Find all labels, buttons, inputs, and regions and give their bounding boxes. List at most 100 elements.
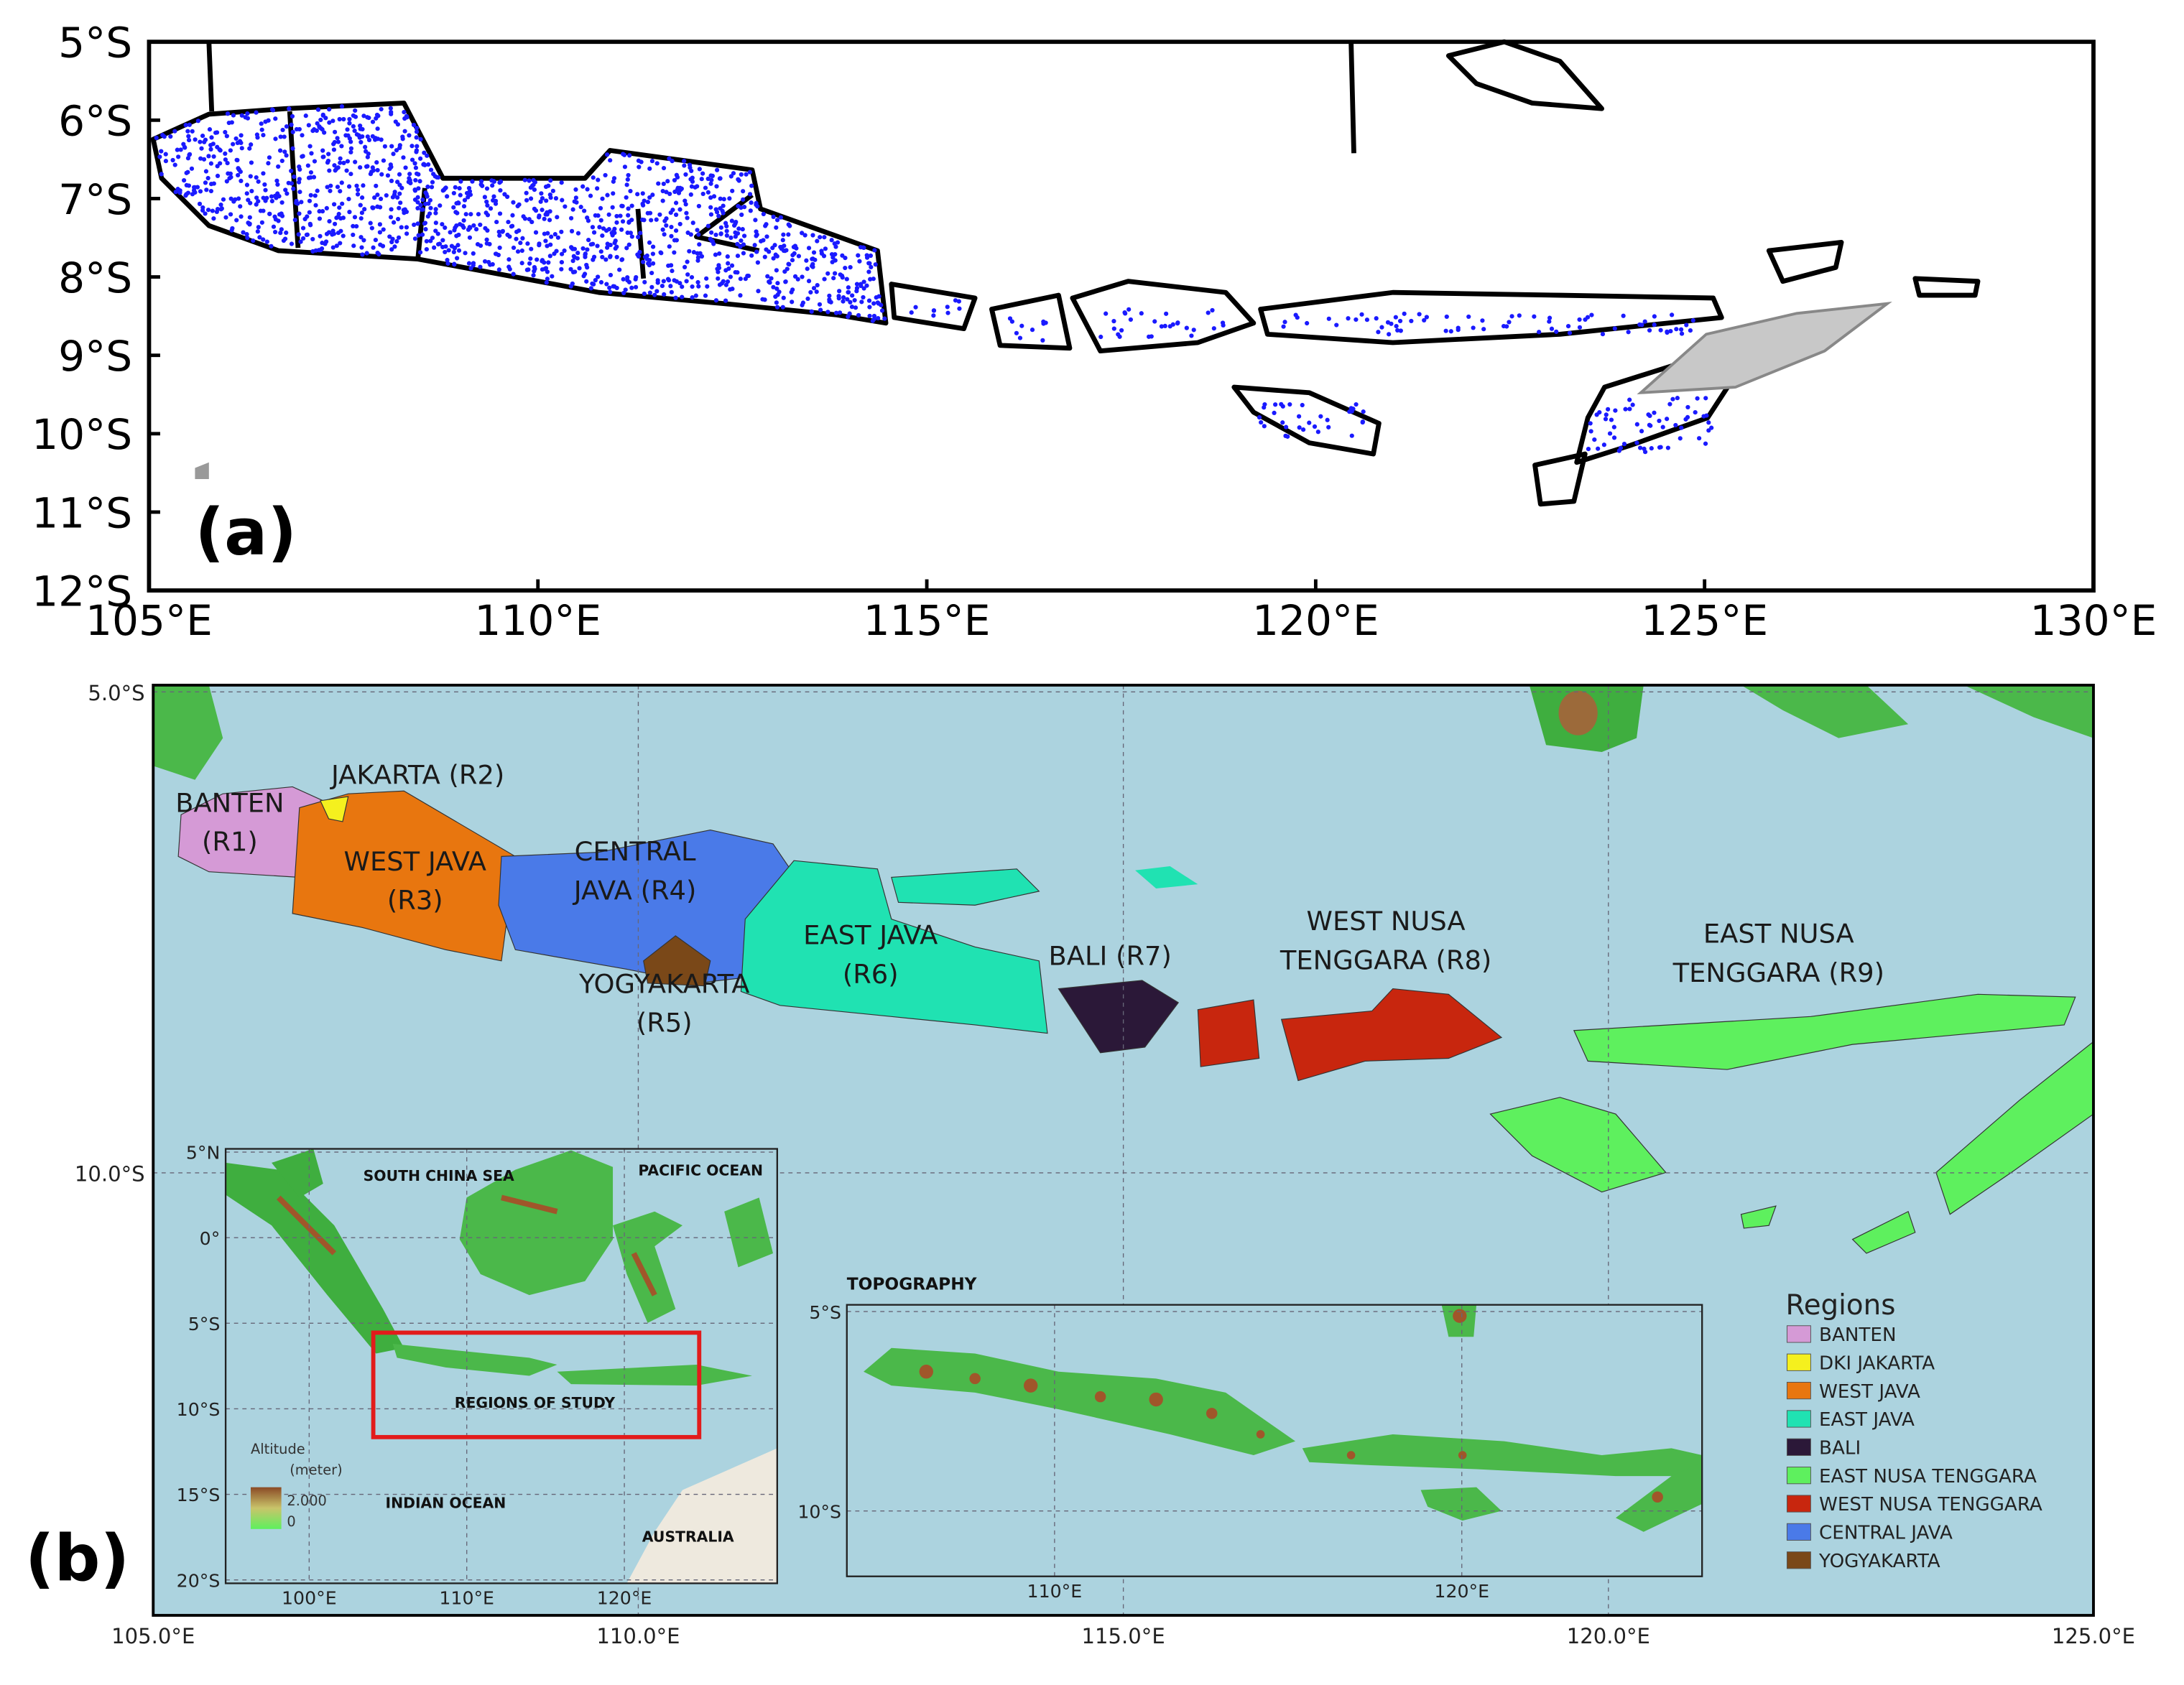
- sumatra: [153, 684, 223, 780]
- station: [345, 159, 351, 164]
- station: [395, 180, 400, 185]
- station: [239, 113, 244, 118]
- station: [491, 194, 496, 199]
- station: [228, 212, 233, 217]
- station: [291, 186, 296, 191]
- station: [195, 119, 200, 124]
- station: [466, 261, 472, 266]
- station: [528, 185, 533, 190]
- station: [1211, 326, 1216, 331]
- station: [1652, 322, 1657, 328]
- station: [275, 191, 280, 196]
- station: [1162, 323, 1167, 329]
- station: [739, 172, 744, 177]
- station: [559, 260, 565, 265]
- station: [278, 231, 283, 236]
- station: [332, 163, 337, 168]
- region-label: EAST NUSA: [1703, 919, 1854, 950]
- station: [358, 215, 364, 221]
- station: [533, 208, 539, 213]
- station: [804, 258, 809, 263]
- station: [1673, 422, 1678, 428]
- station: [308, 192, 313, 198]
- station: [1273, 402, 1278, 407]
- station: [676, 190, 682, 195]
- station: [1596, 446, 1601, 451]
- station: [519, 248, 524, 254]
- station: [418, 156, 423, 161]
- station: [181, 141, 186, 147]
- station: [175, 147, 180, 152]
- station: [775, 281, 780, 286]
- station: [532, 187, 537, 192]
- station: [647, 290, 652, 295]
- station: [650, 244, 656, 249]
- station: [420, 232, 425, 237]
- station: [537, 243, 542, 248]
- station: [570, 259, 575, 264]
- station: [237, 139, 243, 144]
- legend-swatch: [1786, 1551, 1811, 1569]
- station: [415, 144, 420, 149]
- station: [244, 182, 250, 187]
- station: [831, 276, 836, 281]
- station: [182, 145, 188, 150]
- station: [683, 202, 688, 207]
- station: [418, 203, 423, 208]
- station: [187, 152, 192, 157]
- station: [485, 213, 491, 218]
- station: [467, 235, 473, 240]
- station: [547, 209, 552, 214]
- island: [1741, 684, 1909, 738]
- station: [1665, 329, 1670, 334]
- station: [606, 227, 611, 232]
- station: [320, 154, 325, 159]
- station: [611, 179, 616, 184]
- station: [672, 250, 677, 255]
- station: [1532, 314, 1537, 319]
- station: [723, 221, 728, 226]
- station: [365, 115, 370, 120]
- station: [568, 215, 574, 221]
- station: [876, 315, 881, 321]
- station: [1262, 405, 1267, 410]
- station: [856, 312, 861, 318]
- station: [607, 285, 612, 290]
- station: [284, 191, 290, 196]
- station: [1703, 441, 1708, 446]
- station: [223, 215, 228, 220]
- station: [338, 189, 343, 194]
- station: [540, 208, 545, 213]
- station: [672, 238, 677, 243]
- station: [560, 198, 565, 203]
- malaya: [272, 1148, 323, 1198]
- station: [498, 179, 504, 184]
- station: [695, 279, 700, 285]
- station: [436, 175, 441, 180]
- station: [652, 292, 657, 297]
- station: [1098, 334, 1103, 340]
- station: [542, 216, 547, 221]
- station: [755, 204, 760, 209]
- station: [1360, 419, 1366, 424]
- station: [660, 227, 665, 232]
- station: [458, 192, 463, 198]
- station: [1670, 312, 1675, 317]
- station: [805, 296, 810, 302]
- grid-b: [153, 684, 2093, 1616]
- station: [578, 205, 583, 210]
- station: [451, 190, 456, 196]
- station: [531, 182, 536, 187]
- station: [527, 217, 532, 222]
- station: [1297, 425, 1302, 430]
- region-label: BANTEN: [175, 787, 284, 818]
- station: [269, 107, 275, 112]
- station: [586, 237, 591, 243]
- station: [1471, 325, 1476, 330]
- station: [172, 129, 177, 134]
- station: [224, 179, 229, 184]
- station: [203, 169, 209, 174]
- station: [359, 195, 365, 200]
- y-tick-label: 6°S: [58, 97, 132, 146]
- station: [369, 170, 374, 175]
